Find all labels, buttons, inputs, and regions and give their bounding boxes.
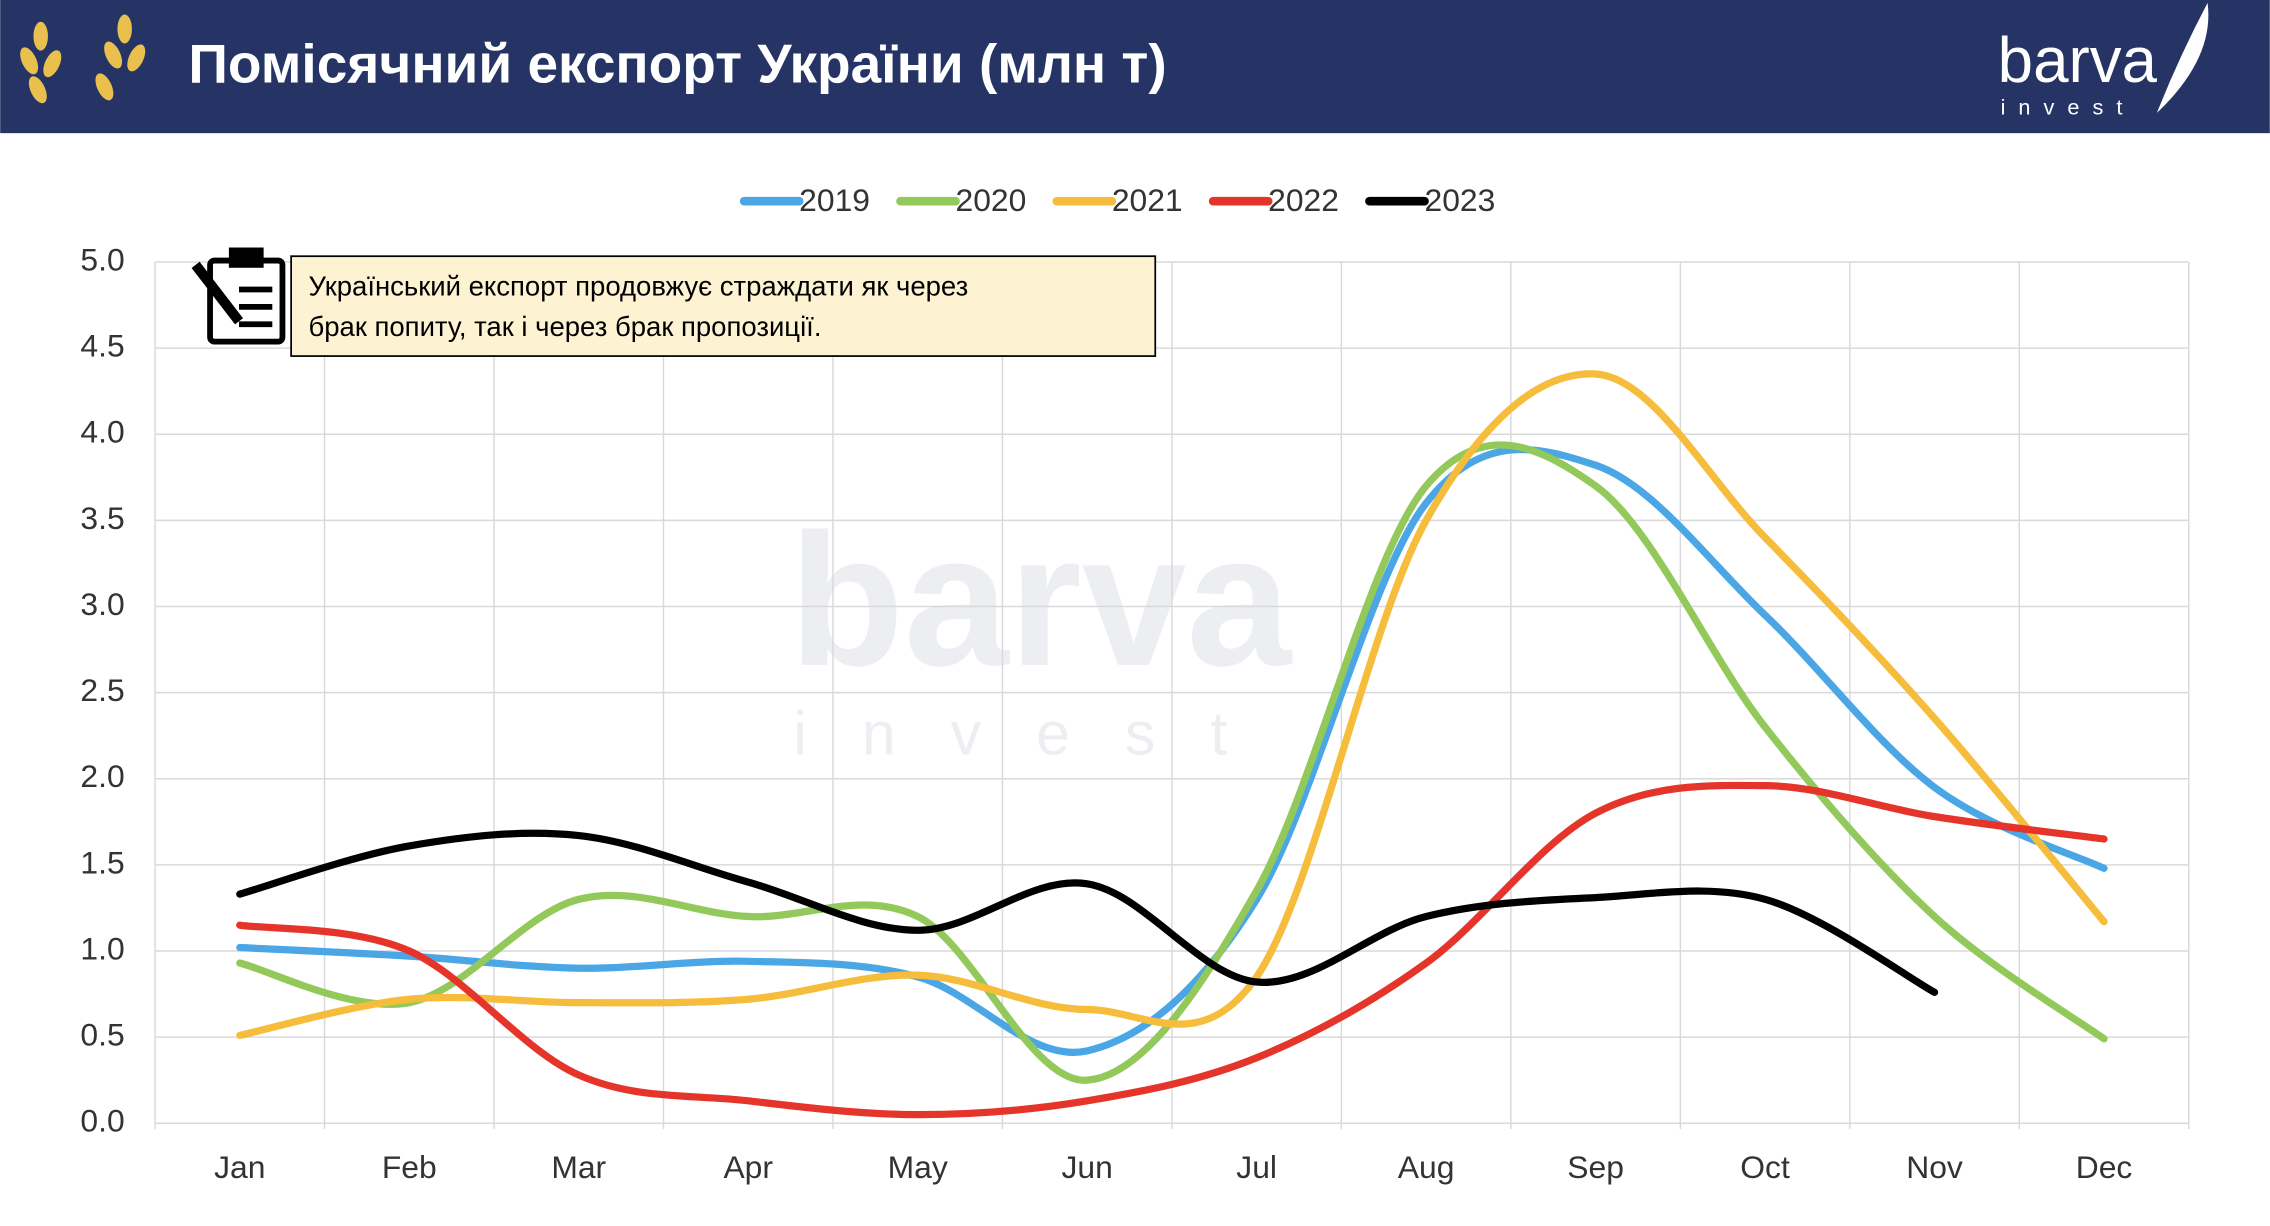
x-tick-label: May xyxy=(888,1149,948,1185)
x-tick-label: Oct xyxy=(1740,1149,1790,1185)
watermark: barva invest xyxy=(789,495,1292,767)
line-series xyxy=(236,370,2108,1040)
legend-label: 2022 xyxy=(1268,182,1339,218)
watermark-sub: invest xyxy=(793,699,1282,767)
x-tick-label: Jul xyxy=(1236,1149,1277,1185)
y-tick-label: 4.5 xyxy=(80,328,124,364)
y-tick-label: 5.0 xyxy=(80,241,124,277)
x-tick-label: Aug xyxy=(1398,1149,1455,1185)
y-tick-label: 2.5 xyxy=(80,672,124,708)
logo-sub: invest xyxy=(2001,94,2136,119)
y-tick-label: 3.5 xyxy=(80,500,124,536)
legend-label: 2023 xyxy=(1424,182,1495,218)
x-tick-label: Mar xyxy=(551,1149,606,1185)
line-series xyxy=(236,829,1939,996)
logo-sail xyxy=(2156,2,2209,113)
y-tick-label: 0.0 xyxy=(80,1103,124,1139)
x-tick-label: Feb xyxy=(382,1149,437,1185)
logo: barva xyxy=(1998,25,2158,96)
line-series xyxy=(236,781,2108,1119)
y-tick-label: 3.0 xyxy=(80,586,124,622)
chart-title: Помісячний експорт України (млн т) xyxy=(188,33,1166,95)
wheat-icon xyxy=(20,14,146,104)
y-tick-label: 0.5 xyxy=(80,1017,124,1053)
x-tick-label: Dec xyxy=(2076,1149,2133,1185)
legend-label: 2019 xyxy=(799,182,870,218)
header xyxy=(0,0,2270,134)
y-tick-label: 1.0 xyxy=(80,930,124,966)
y-tick-label: 1.5 xyxy=(80,844,124,880)
x-tick-label: Sep xyxy=(1567,1149,1624,1185)
clipboard-icon xyxy=(191,247,286,345)
x-tick-label: Apr xyxy=(723,1149,773,1185)
y-tick-label: 4.0 xyxy=(80,414,124,450)
annotation-box xyxy=(290,255,1157,357)
watermark-text: barva xyxy=(789,495,1292,705)
y-tick-label: 2.0 xyxy=(80,758,124,794)
legend-label: 2021 xyxy=(1112,182,1183,218)
x-tick-label: Nov xyxy=(1906,1149,1963,1185)
annotation: брак попиту, так і через брак пропозиції… xyxy=(308,311,821,342)
line-series xyxy=(236,441,2108,1084)
x-tick-label: Jun xyxy=(1062,1149,1113,1185)
x-tick-label: Jan xyxy=(214,1149,265,1185)
annotation: Український експорт продовжує страждати … xyxy=(308,270,968,301)
legend-label: 2020 xyxy=(956,182,1027,218)
